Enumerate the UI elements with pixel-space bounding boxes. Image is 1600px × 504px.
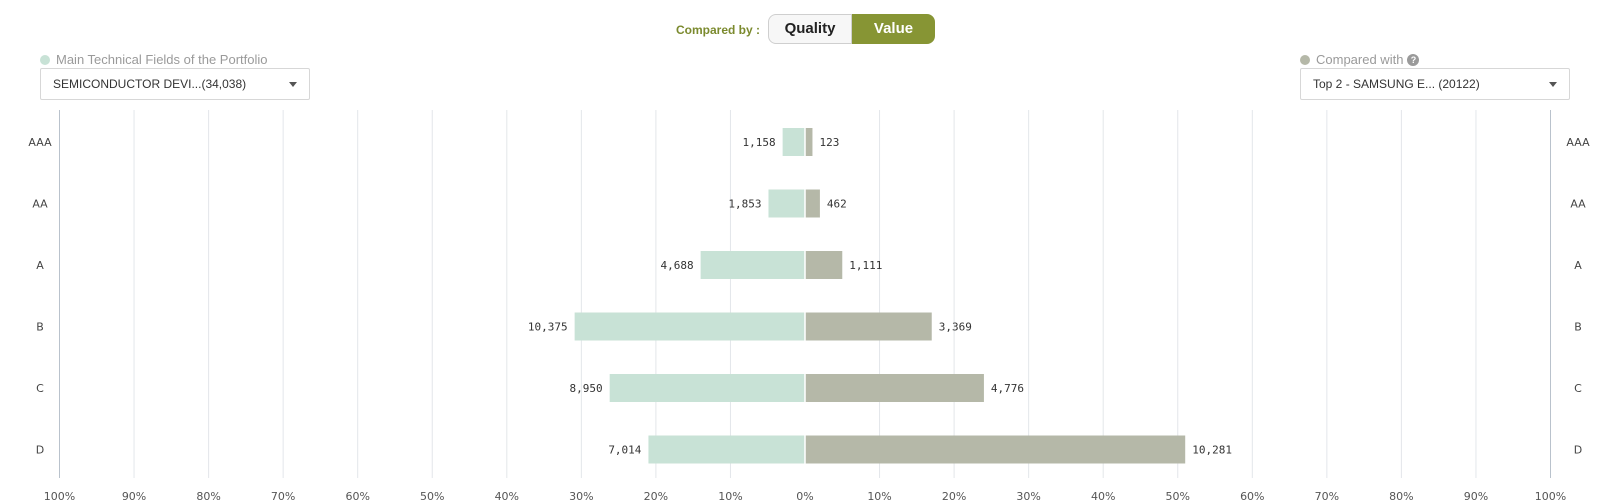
x-tick-label: 0% [796,490,813,503]
portfolio-legend-swatch [40,54,50,65]
x-tick-label: 60% [345,490,369,503]
x-tick-label: 20% [644,490,668,503]
data-label-left: 1,853 [728,198,761,211]
y-category-label-left: A [36,259,44,272]
y-category-label-right: D [1574,444,1582,457]
y-category-label-right: AA [1570,198,1586,211]
bar-right [805,128,813,156]
comparison-legend: Compared with ? [1300,52,1420,67]
x-tick-label: 30% [569,490,593,503]
data-label-left: 4,688 [661,259,694,272]
compare-toggle-group: Compared by : Quality Value [0,14,1600,46]
y-category-label-left: AAA [28,136,52,149]
x-tick-label: 100% [44,490,75,503]
data-label-left: 8,950 [570,382,603,395]
x-tick-label: 50% [1166,490,1190,503]
x-tick-label: 90% [122,490,146,503]
comparison-select[interactable]: Top 2 - SAMSUNG E... (20122) [1300,68,1570,100]
portfolio-legend: Main Technical Fields of the Portfolio [40,52,267,67]
data-label-right: 4,776 [991,382,1024,395]
x-tick-label: 10% [718,490,742,503]
x-tick-label: 100% [1535,490,1566,503]
data-label-right: 123 [819,136,839,149]
bar-right [805,374,984,402]
x-tick-label: 10% [867,490,891,503]
bar-left [782,128,805,156]
x-tick-label: 70% [271,490,295,503]
bar-left [768,189,805,218]
x-tick-label: 80% [196,490,220,503]
bar-right [805,435,1186,464]
bar-left [648,435,805,464]
chevron-down-icon [289,82,297,87]
bar-left [609,374,805,402]
bar-right [805,251,843,279]
bar-right [805,312,932,341]
bar-right [805,189,820,218]
value-toggle-button[interactable]: Value [852,14,935,44]
compared-by-label: Compared by : [676,23,761,37]
technical-field-select[interactable]: SEMICONDUCTOR DEVI...(34,038) [40,68,310,100]
data-label-left: 1,158 [743,136,776,149]
y-category-label-left: AA [32,198,48,211]
y-category-label-left: B [36,321,44,334]
comparison-select-value: Top 2 - SAMSUNG E... (20122) [1313,77,1480,91]
y-category-label-right: AAA [1566,136,1590,149]
x-tick-label: 60% [1240,490,1264,503]
y-category-label-left: D [36,444,44,457]
x-tick-label: 40% [495,490,519,503]
portfolio-legend-label: Main Technical Fields of the Portfolio [56,52,268,67]
x-tick-label: 90% [1464,490,1488,503]
data-label-right: 10,281 [1192,444,1232,457]
data-label-right: 1,111 [849,259,882,272]
x-tick-label: 70% [1315,490,1339,503]
comparison-legend-swatch [1300,54,1310,65]
technical-field-select-value: SEMICONDUCTOR DEVI...(34,038) [53,77,247,91]
y-category-label-right: C [1574,382,1582,395]
data-label-right: 3,369 [939,321,972,334]
quality-toggle-button[interactable]: Quality [768,14,852,44]
chevron-down-icon [1549,82,1557,87]
x-tick-label: 30% [1016,490,1040,503]
x-tick-label: 80% [1389,490,1413,503]
y-category-label-right: A [1574,259,1582,272]
bar-left [700,251,805,279]
x-tick-label: 40% [1091,490,1115,503]
comparison-legend-label: Compared with [1316,52,1404,67]
help-icon[interactable]: ? [1407,53,1420,66]
bar-left [574,312,805,341]
y-category-label-right: B [1574,321,1582,334]
x-tick-label: 50% [420,490,444,503]
data-label-left: 10,375 [528,321,568,334]
x-tick-label: 20% [942,490,966,503]
data-label-right: 462 [827,198,847,211]
y-category-label-left: C [36,382,44,395]
data-label-left: 7,014 [608,444,641,457]
